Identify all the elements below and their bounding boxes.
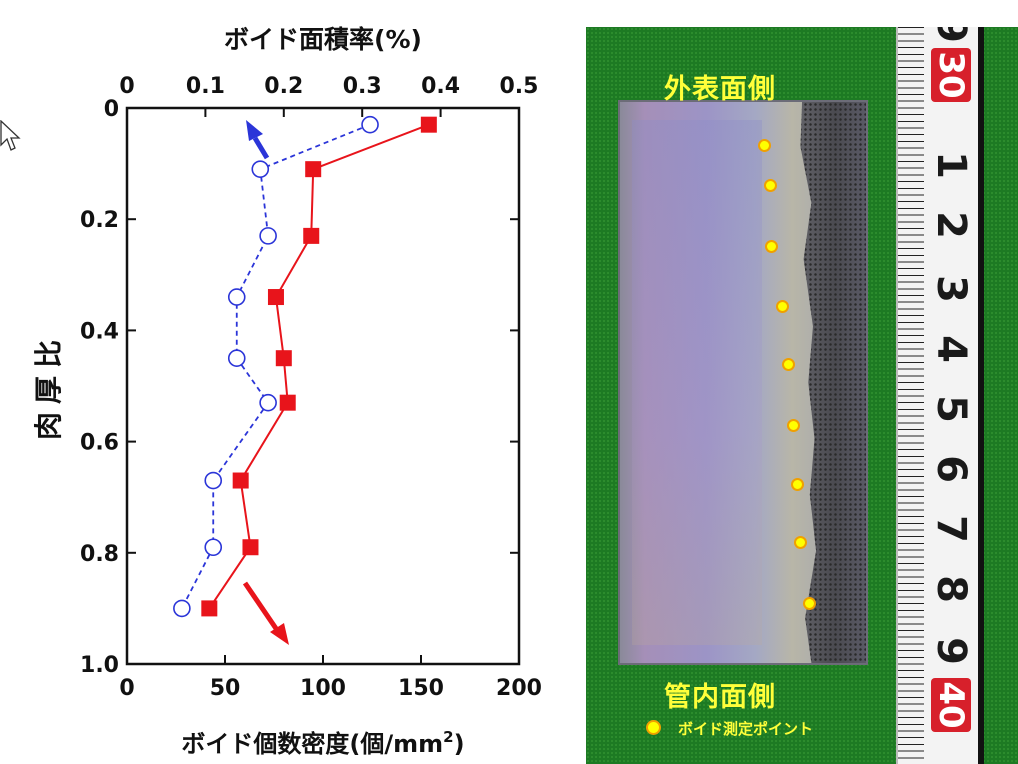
bottom-axis-tick-label: 200 [496,676,542,701]
y-axis-tick-label: 0.8 [80,542,119,567]
ruler-number: 30 [931,48,971,102]
ruler-ticks [898,27,924,764]
data-point [303,227,320,244]
y-axis-tick-label: 0 [104,97,119,122]
ruler-number: 1 [928,151,974,179]
series-line [181,123,371,609]
bottom-axis-tick-label: 100 [300,676,346,701]
data-point [173,599,191,618]
bottom-axis-tick-label: 150 [398,676,444,701]
inner-surface-label: 管内面側 [664,682,776,713]
top-axis-tick-label: 0.5 [500,74,539,99]
bottom-axis-label-superscript: 2 [443,728,453,746]
void-measurement-point [765,240,778,253]
legend-label: ボイド測定ポイント [678,720,814,738]
ruler-number: 5 [928,395,974,423]
bottom-axis-label: ボイド個数密度(個/mm2) [181,728,464,758]
data-point [279,394,296,411]
bottom-axis: 0 50 100 150 200 [119,655,542,701]
void-measurement-point [787,419,800,432]
bottom-axis-label-close: ) [454,730,465,758]
void-measurement-point [782,358,795,371]
mouse-pointer-icon [0,119,22,158]
ruler-number: 4 [928,335,974,363]
data-point [204,471,223,490]
data-point [227,288,246,306]
top-axis-tick-label: 0.2 [264,74,303,99]
void-chart: 0 0.1 0.2 0.3 0.4 0.5 0 50 100 150 200 0 0.2 0.4 0.6… [32,25,542,758]
top-axis-tick-label: 0.4 [421,74,460,99]
y-axis-tick-label: 0.2 [80,208,119,233]
data-point [232,472,249,489]
data-point [227,349,246,368]
data-point [242,539,259,556]
data-point [361,115,379,134]
legend-marker [646,720,661,735]
ruler-number: 40 [931,678,971,732]
void-measurement-point [803,597,816,610]
void-measurement-point [794,536,807,549]
specimen-photo: 9 30 1 2 3 4 5 6 7 8 9 40 外表面側 管内面側 ボイド測定ポイント [586,27,1018,764]
data-point [305,161,322,178]
y-axis-tick-label: 1.0 [80,653,119,678]
ruler-number: 9 [928,637,974,665]
plot-area [125,106,521,666]
measuring-ruler: 9 30 1 2 3 4 5 6 7 8 9 40 [896,27,984,764]
ruler-number: 3 [928,275,974,303]
series-void-density [201,116,437,617]
bottom-axis-label-main: ボイド個数密度(個/mm [181,730,443,758]
data-point [420,116,437,133]
data-point [275,350,292,367]
top-axis-tick-label: 0.3 [343,74,382,99]
left-axis: 0 0.2 0.4 0.6 0.8 1.0 [80,97,519,678]
data-point [201,600,218,617]
arrow-top-series [246,120,270,160]
series-void-area-ratio [173,115,379,618]
void-measurement-point [776,300,789,313]
data-point [259,393,277,412]
outer-surface-label: 外表面側 [664,74,776,105]
top-axis-tick-label: 0.1 [186,74,225,99]
ruler-number: 2 [928,211,974,239]
bottom-axis-tick-label: 50 [210,676,241,701]
fracture-surface [800,102,866,663]
ruler-number: 6 [928,455,974,483]
y-axis-tick-label: 0.4 [80,319,119,344]
y-axis-tick-label: 0.6 [80,431,119,456]
ruler-edge [978,27,984,764]
pipe-cross-section [618,100,868,665]
top-axis-tick-label: 0 [119,74,134,99]
data-point [204,538,223,557]
arrow-bottom-series [242,581,289,645]
data-point [259,227,277,245]
ruler-number: 7 [928,515,974,543]
left-axis-label: 肉厚比 [32,332,65,440]
data-point [251,160,270,178]
void-measurement-point [764,179,777,192]
bottom-axis-tick-label: 0 [119,676,134,701]
top-axis-label: ボイド面積率(%) [224,25,422,54]
data-point [267,289,284,306]
void-measurement-point [758,139,771,152]
ruler-number: 8 [928,575,974,603]
top-axis: 0 0.1 0.2 0.3 0.4 0.5 [119,74,538,117]
void-measurement-point [791,478,804,491]
